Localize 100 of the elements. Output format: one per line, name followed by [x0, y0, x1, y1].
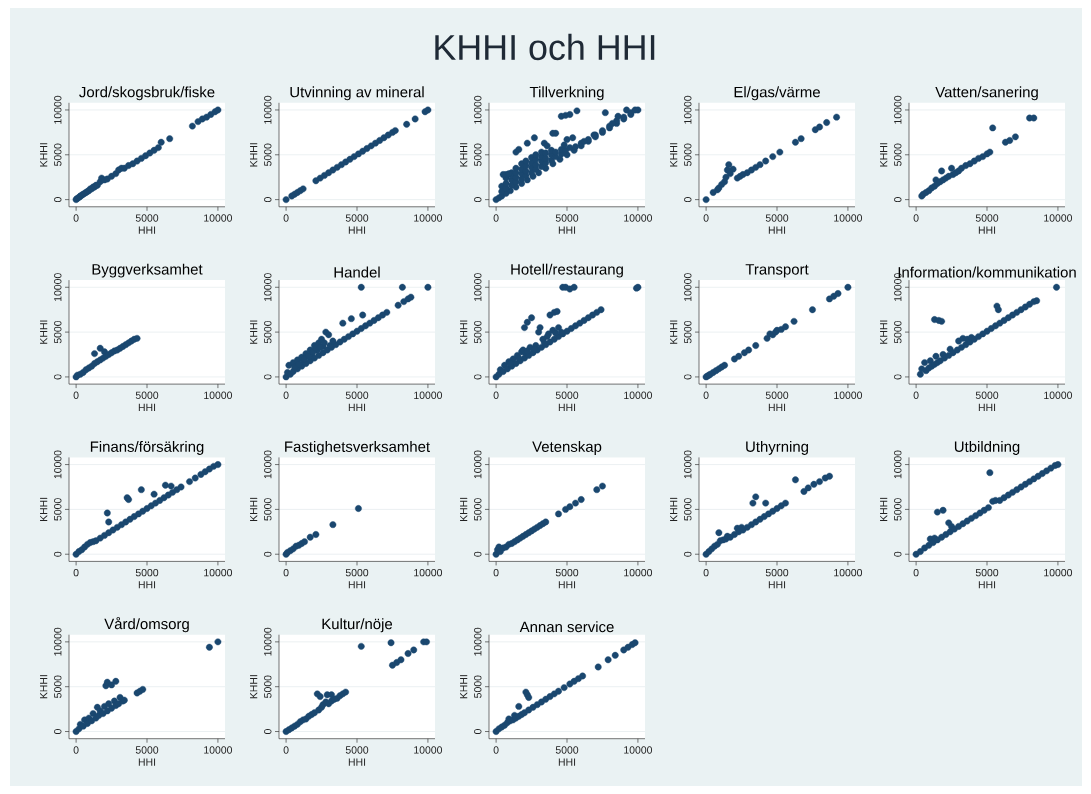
x-axis-title: HHI [138, 226, 156, 234]
x-tick-label: 5000 [555, 568, 579, 577]
x-axis-title: HHI [768, 226, 786, 234]
x-tick-label: 0 [913, 391, 919, 400]
x-tick-label: 10000 [204, 214, 233, 222]
y-axis-title: KHHI [880, 497, 888, 522]
x-tick-label: 0 [703, 391, 709, 400]
x-tick-label: 10000 [1044, 391, 1073, 400]
x-tick-label: 10000 [624, 746, 653, 754]
y-tick-label: 10000 [894, 95, 902, 124]
y-tick-label: 10000 [684, 450, 692, 479]
y-tick-label: 5000 [474, 498, 482, 521]
y-tick-label: 0 [684, 374, 692, 380]
x-tick-label: 5000 [975, 214, 999, 222]
y-axis-title: KHHI [40, 143, 48, 167]
x-tick-label: 0 [703, 568, 709, 577]
x-tick-label: 10000 [624, 391, 653, 400]
y-tick-label: 10000 [474, 627, 482, 656]
y-tick-label: 5000 [54, 675, 62, 698]
y-axis-title: KHHI [460, 320, 468, 344]
chart-title: Vetenskap [532, 440, 602, 455]
y-axis-title: KHHI [880, 143, 888, 167]
y-tick-label: 0 [474, 374, 482, 380]
x-tick-label: 5000 [975, 391, 999, 400]
y-axis-title: KHHI [40, 675, 48, 699]
x-tick-label: 0 [493, 391, 499, 400]
y-tick-label: 5000 [894, 498, 902, 521]
x-tick-label: 0 [73, 568, 79, 577]
y-tick-label: 10000 [264, 273, 272, 302]
y-tick-label: 0 [894, 374, 902, 380]
y-tick-label: 0 [894, 551, 902, 557]
y-tick-label: 10000 [54, 450, 62, 479]
y-tick-label: 10000 [54, 627, 62, 656]
y-tick-label: 0 [684, 197, 692, 203]
y-tick-label: 0 [264, 197, 272, 203]
chart-title: Byggverksamhet [92, 263, 203, 278]
y-tick-label: 10000 [474, 450, 482, 479]
x-tick-label: 10000 [204, 568, 233, 577]
chart-title: El/gas/värme [734, 86, 820, 101]
x-tick-label: 10000 [414, 746, 443, 754]
x-tick-label: 0 [73, 746, 79, 754]
y-tick-label: 5000 [684, 143, 692, 167]
y-tick-label: 5000 [54, 143, 62, 167]
y-tick-label: 10000 [54, 95, 62, 124]
x-tick-label: 10000 [1044, 568, 1073, 577]
y-axis-title: KHHI [880, 320, 888, 344]
y-tick-label: 5000 [264, 675, 272, 698]
x-tick-label: 5000 [135, 391, 159, 400]
y-axis-title: KHHI [460, 675, 468, 699]
x-axis-title: HHI [138, 581, 156, 589]
x-tick-label: 5000 [555, 214, 579, 222]
y-tick-label: 5000 [474, 143, 482, 167]
x-axis-title: HHI [558, 581, 576, 589]
x-tick-label: 0 [283, 746, 289, 754]
y-axis-title: KHHI [460, 497, 468, 522]
chart-title: Hotell/restaurang [511, 263, 623, 278]
x-tick-label: 5000 [345, 214, 369, 222]
chart-title: Vatten/sanering [935, 86, 1038, 101]
y-axis-title: KHHI [40, 497, 48, 522]
x-tick-label: 5000 [345, 746, 369, 754]
x-tick-label: 0 [913, 214, 919, 222]
x-axis-title: HHI [138, 403, 156, 412]
x-tick-label: 5000 [765, 568, 789, 577]
chart-title: Uthyrning [746, 440, 809, 455]
x-axis-title: HHI [138, 758, 156, 766]
x-axis-title: HHI [348, 403, 366, 412]
chart-title: Jord/skogsbruk/fiske [79, 86, 215, 101]
x-tick-label: 0 [703, 214, 709, 222]
y-axis-title: KHHI [250, 320, 258, 344]
x-tick-label: 10000 [624, 214, 653, 222]
text: KHHI och HHI [435, 33, 655, 61]
y-axis-title: KHHI [250, 143, 258, 167]
y-tick-label: 0 [264, 551, 272, 557]
x-axis-title: HHI [558, 403, 576, 412]
y-axis-title: KHHI [250, 497, 258, 522]
x-tick-label: 10000 [414, 568, 443, 577]
chart-title: Tillverkning [529, 86, 604, 101]
y-tick-label: 0 [54, 374, 62, 380]
x-tick-label: 5000 [555, 391, 579, 400]
x-tick-label: 10000 [204, 391, 233, 400]
x-axis-title: HHI [978, 581, 996, 589]
x-tick-label: 0 [913, 568, 919, 577]
x-axis-title: HHI [348, 226, 366, 234]
x-tick-label: 5000 [135, 746, 159, 754]
x-axis-title: HHI [978, 403, 996, 412]
chart-title: Fastighetsverksamhet [285, 440, 430, 455]
x-tick-label: 5000 [765, 214, 789, 222]
x-tick-label: 0 [283, 391, 289, 400]
x-tick-label: 5000 [345, 568, 369, 577]
y-axis-title: KHHI [250, 675, 258, 699]
chart-title: Finans/försäkring [90, 440, 204, 455]
x-tick-label: 5000 [555, 746, 579, 754]
x-tick-label: 10000 [204, 746, 233, 754]
x-tick-label: 0 [493, 568, 499, 577]
x-axis-title: HHI [768, 403, 786, 412]
y-tick-label: 10000 [684, 273, 692, 302]
x-tick-label: 5000 [345, 391, 369, 400]
y-tick-label: 5000 [54, 498, 62, 521]
x-axis-title: HHI [978, 226, 996, 234]
x-tick-label: 0 [73, 214, 79, 222]
